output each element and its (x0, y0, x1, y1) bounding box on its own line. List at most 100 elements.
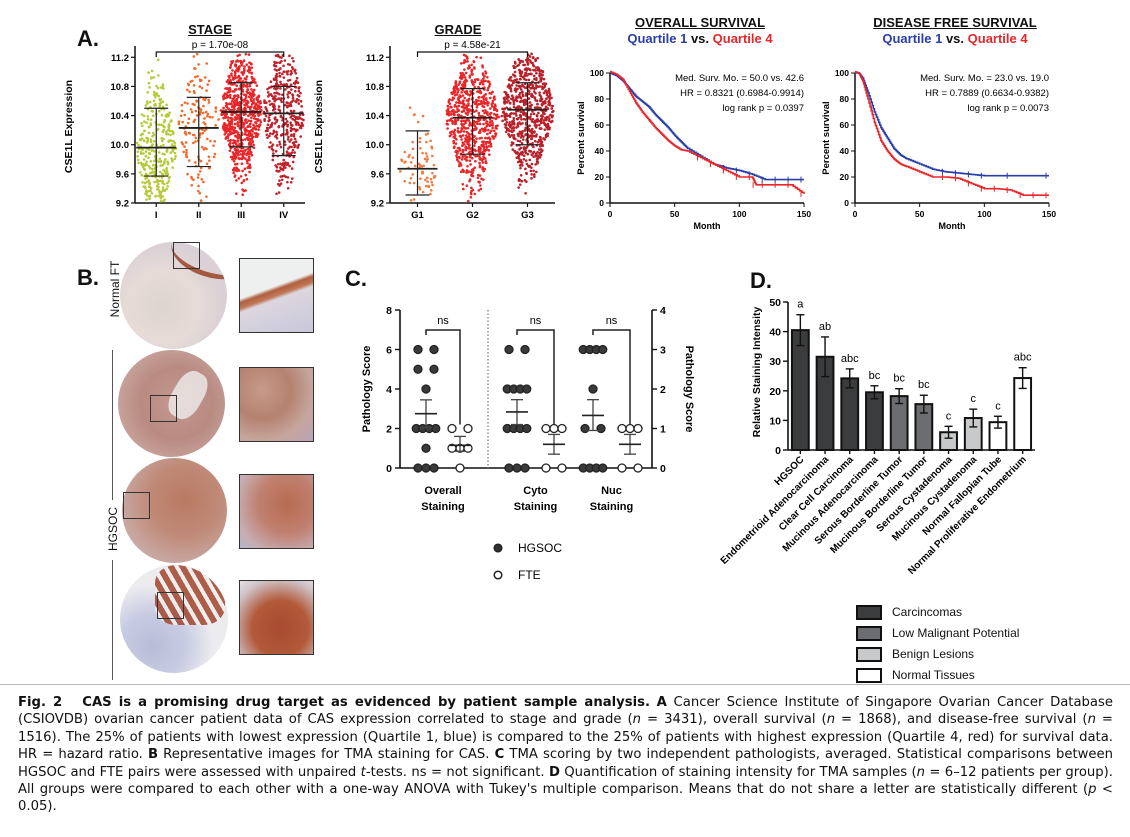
hgsoc-point (421, 463, 431, 473)
data-point (466, 66, 470, 70)
data-point (147, 81, 151, 85)
data-point (231, 90, 234, 93)
data-point (278, 179, 281, 182)
data-point (295, 128, 298, 132)
data-point (421, 170, 424, 173)
data-point (512, 122, 515, 125)
data-point (255, 108, 259, 112)
y-tick-label: 100 (590, 68, 604, 78)
data-point (513, 150, 517, 153)
survival-curve-quartile-1 (610, 72, 804, 181)
data-point (461, 94, 465, 97)
data-point (275, 192, 278, 196)
data-point (222, 106, 225, 110)
data-point (297, 123, 301, 127)
data-point (469, 192, 473, 196)
y-tick-label-right: 4 (660, 305, 666, 317)
data-point (517, 84, 521, 88)
data-point (276, 144, 279, 147)
data-point (535, 170, 538, 174)
data-point (523, 148, 526, 151)
y-tick-label: 9.2 (116, 199, 129, 210)
data-point (540, 118, 544, 121)
data-point (465, 139, 469, 142)
data-point (148, 100, 152, 104)
data-point (530, 173, 533, 176)
data-point (250, 71, 254, 75)
data-point (432, 163, 436, 167)
data-point (517, 134, 520, 138)
data-point (162, 182, 166, 186)
data-point (277, 97, 281, 100)
data-point (147, 165, 151, 168)
data-point (485, 148, 488, 152)
data-point (454, 84, 458, 87)
data-point (540, 97, 544, 101)
data-point (227, 139, 230, 142)
data-point (501, 119, 504, 123)
data-point (284, 161, 287, 164)
data-point (248, 84, 252, 88)
data-point (145, 198, 148, 201)
data-point (457, 109, 461, 112)
data-point (508, 135, 512, 139)
data-point (456, 87, 460, 91)
data-point (519, 136, 523, 139)
data-point (162, 128, 166, 132)
hgsoc-1-zoom-region (150, 395, 177, 422)
data-point (421, 190, 425, 194)
data-point (167, 179, 171, 183)
data-point (461, 182, 465, 186)
data-point (244, 157, 247, 160)
data-point (248, 108, 252, 111)
data-point (510, 143, 513, 147)
data-point (294, 100, 298, 103)
data-point (477, 111, 481, 115)
data-point (196, 176, 200, 179)
data-point (522, 154, 526, 158)
data-point (539, 145, 542, 148)
data-point (462, 187, 465, 191)
data-point (520, 141, 524, 145)
data-point (283, 143, 287, 146)
legend-label-carcinomas: Carcincomas (892, 605, 963, 619)
data-point (409, 161, 413, 164)
data-point (233, 94, 237, 97)
data-point (294, 81, 297, 84)
data-point (241, 193, 245, 197)
data-point (267, 95, 270, 98)
data-point (479, 187, 483, 191)
os-vs-label: vs. (687, 31, 713, 46)
data-point (201, 111, 205, 115)
data-point (537, 106, 540, 110)
data-point (486, 132, 489, 136)
data-point (411, 140, 414, 144)
data-point (167, 128, 170, 132)
data-point (241, 152, 245, 156)
data-point (543, 123, 547, 127)
data-point (523, 63, 527, 67)
data-point (190, 110, 194, 114)
data-point (474, 127, 478, 131)
data-point (548, 91, 551, 95)
data-point (509, 112, 512, 116)
data-point (282, 70, 286, 74)
data-point (222, 94, 225, 98)
data-point (525, 180, 528, 183)
data-point (519, 160, 523, 164)
data-point (276, 162, 280, 166)
data-point (468, 179, 471, 183)
y-axis-label-right: Pathology Score (683, 346, 695, 433)
data-point (461, 83, 464, 86)
data-point (448, 110, 451, 114)
data-point (244, 138, 247, 141)
data-point (453, 136, 457, 140)
data-point (404, 160, 407, 163)
data-point (233, 64, 237, 67)
caption-text: Cancer Science Institute of Singapore Ov… (18, 695, 1113, 728)
data-point (467, 146, 471, 150)
data-point (544, 116, 547, 120)
data-point (505, 97, 509, 100)
data-point (241, 88, 244, 92)
figure-caption: Fig. 2 CAS is a promising drug target as… (18, 694, 1113, 816)
